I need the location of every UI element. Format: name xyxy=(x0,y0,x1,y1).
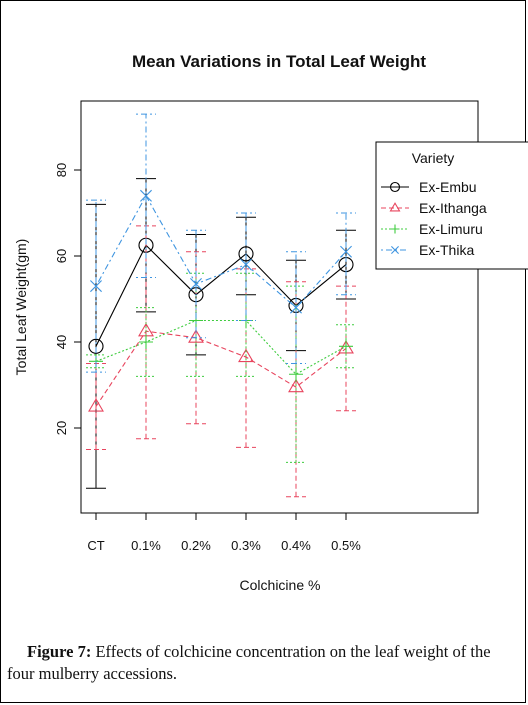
legend-box xyxy=(375,141,528,270)
y-tick-label: 20 xyxy=(54,421,69,435)
legend-label: Ex-Limuru xyxy=(419,221,483,237)
x-tick-label: 0.5% xyxy=(331,538,361,553)
series-line xyxy=(95,244,347,347)
y-tick-label: 60 xyxy=(54,249,69,263)
data-point xyxy=(340,245,352,258)
x-tick-label: 0.1% xyxy=(131,538,161,553)
series-ex-embu xyxy=(86,178,356,489)
data-point xyxy=(88,338,104,354)
data-point xyxy=(290,301,302,314)
x-tick-label: 0.4% xyxy=(281,538,311,553)
data-point xyxy=(90,280,102,293)
x-tick-label: 0.3% xyxy=(231,538,261,553)
legend-label: Ex-Thika xyxy=(419,242,474,258)
y-tick-label: 40 xyxy=(54,335,69,349)
x-axis-label: Colchicine % xyxy=(240,577,321,593)
legend-title: Variety xyxy=(412,150,455,166)
legend-label: Ex-Embu xyxy=(419,179,477,195)
data-point xyxy=(88,398,104,412)
y-tick-label: 80 xyxy=(54,163,69,177)
data-point xyxy=(289,367,303,382)
data-point xyxy=(288,378,304,393)
series-line xyxy=(95,330,347,407)
series-layer xyxy=(86,113,356,498)
x-tick-label: CT xyxy=(87,538,104,553)
legend-marker xyxy=(389,202,401,212)
x-axis: CT 0.1% 0.2% 0.3% 0.4% 0.5% xyxy=(87,512,361,553)
caption-label: Figure 7: xyxy=(27,642,92,661)
series-ex-ithanga xyxy=(86,225,356,498)
y-axis: 20 40 60 80 xyxy=(54,163,82,435)
legend-label: Ex-Ithanga xyxy=(419,200,487,216)
caption-text: Effects of colchicine concentration on t… xyxy=(7,642,491,683)
data-point xyxy=(188,329,204,343)
data-point xyxy=(139,335,153,349)
data-point xyxy=(240,258,252,271)
series-line xyxy=(95,319,347,375)
data-point xyxy=(140,189,152,202)
series-line xyxy=(95,194,347,309)
chart-title: Mean Variations in Total Leaf Weight xyxy=(132,52,426,71)
y-axis-label: Total Leaf Weight(gm) xyxy=(13,239,29,376)
data-point xyxy=(238,246,254,262)
legend-marker xyxy=(391,246,399,254)
legend-marker xyxy=(389,181,401,193)
figure-caption: Figure 7: Effects of colchicine concentr… xyxy=(7,641,521,685)
legend: Variety Ex-Embu Ex-Ithanga Ex-Limuru Ex-Thi… xyxy=(375,141,528,270)
x-tick-label: 0.2% xyxy=(181,538,211,553)
chart: Mean Variations in Total Leaf Weight 20 4… xyxy=(13,52,528,593)
series-ex-limuru xyxy=(86,272,356,463)
data-point xyxy=(190,277,202,290)
legend-marker xyxy=(390,224,400,234)
data-point xyxy=(339,339,353,354)
data-point xyxy=(238,348,254,363)
series-ex-thika xyxy=(86,113,356,373)
legend-items: Ex-Embu Ex-Ithanga Ex-Limuru Ex-Thika xyxy=(381,179,487,258)
